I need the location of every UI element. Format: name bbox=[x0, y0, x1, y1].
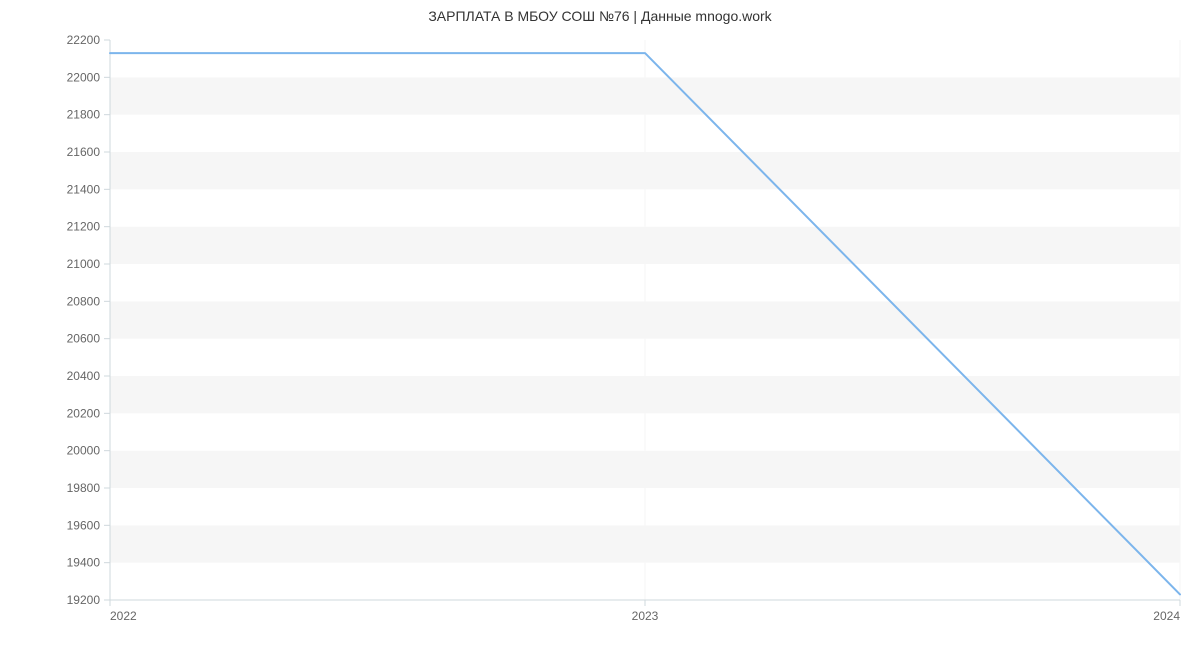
y-tick-label: 19800 bbox=[67, 481, 101, 495]
y-tick-label: 20600 bbox=[67, 332, 101, 346]
y-tick-label: 19400 bbox=[67, 556, 101, 570]
line-chart: 19200 19400 19600 19800 20000 20200 20400 20600… bbox=[0, 0, 1200, 650]
chart-container: ЗАРПЛАТА В МБОУ СОШ №76 | Данные mnogo.w… bbox=[0, 0, 1200, 650]
y-tick-label: 20000 bbox=[67, 444, 101, 458]
y-tick-label: 21000 bbox=[67, 257, 101, 271]
y-tick-label: 21600 bbox=[67, 145, 101, 159]
y-tick-label: 19200 bbox=[67, 593, 101, 607]
y-tick-label: 21400 bbox=[67, 182, 101, 196]
x-tick-label: 2022 bbox=[110, 609, 137, 623]
y-tick-label: 20800 bbox=[67, 294, 101, 308]
y-tick-label: 20200 bbox=[67, 406, 101, 420]
y-tick-label: 21800 bbox=[67, 108, 101, 122]
y-tick-label: 20400 bbox=[67, 369, 101, 383]
y-tick-label: 19600 bbox=[67, 518, 101, 532]
y-tick-label: 22200 bbox=[67, 33, 101, 47]
x-tick-label: 2024 bbox=[1153, 609, 1180, 623]
y-tick-label: 21200 bbox=[67, 220, 101, 234]
y-tick-label: 22000 bbox=[67, 70, 101, 84]
x-tick-label: 2023 bbox=[632, 609, 659, 623]
